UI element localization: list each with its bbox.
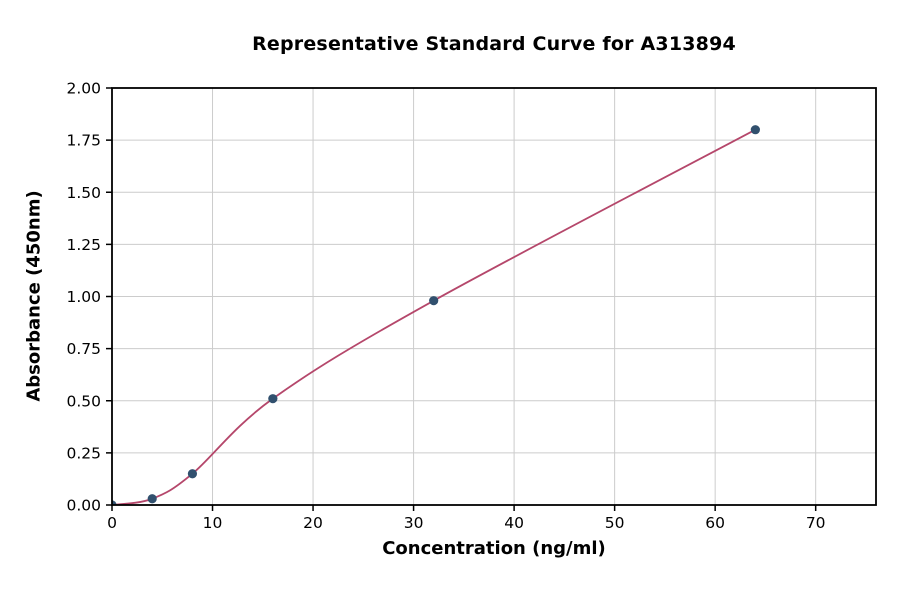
y-tick-label: 0.75 (66, 340, 101, 358)
x-tick-label: 30 (404, 514, 424, 532)
axis-ticks (106, 87, 817, 511)
y-tick-label: 2.00 (66, 80, 101, 98)
x-tick-label: 0 (107, 514, 117, 532)
tick-labels: 0 10 20 30 40 50 60 70 0.00 0.25 0.50 0.75 1.00 1.25 1… (66, 80, 825, 533)
data-point (750, 125, 760, 135)
x-tick-label: 40 (504, 514, 524, 532)
gridlines (111, 87, 876, 506)
x-axis-label: Concentration (ng/ml) (382, 538, 606, 559)
data-point (187, 469, 198, 479)
fit-curve (112, 128, 756, 505)
x-tick-label: 50 (605, 514, 625, 532)
data-point (268, 394, 278, 404)
y-tick-label: 1.25 (66, 236, 101, 254)
y-tick-label: 1.00 (66, 288, 101, 306)
x-tick-label: 20 (303, 514, 323, 532)
y-tick-label: 1.75 (66, 132, 101, 150)
y-tick-label: 1.50 (66, 184, 101, 202)
data-point (429, 296, 439, 306)
y-tick-label: 0.25 (66, 444, 101, 462)
data-points (112, 125, 760, 505)
data-point (147, 494, 157, 504)
data-point (112, 500, 117, 505)
x-tick-label: 60 (705, 514, 725, 532)
y-tick-label: 0.50 (66, 392, 101, 410)
x-tick-label: 10 (203, 514, 223, 532)
x-tick-label: 70 (806, 514, 826, 532)
y-tick-label: 0.00 (66, 497, 101, 515)
chart-title: Representative Standard Curve for A31389… (252, 33, 736, 55)
